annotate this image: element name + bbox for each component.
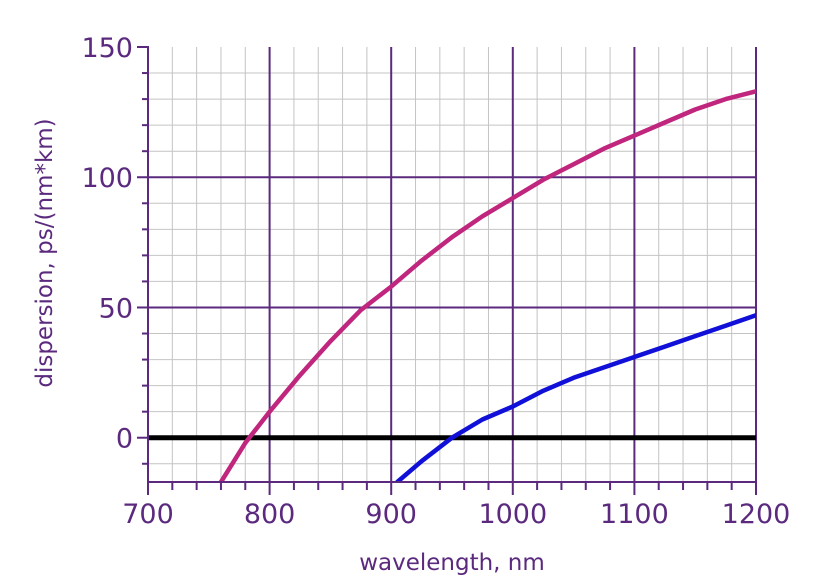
y-tick-label: 50	[99, 293, 133, 324]
x-tick-label: 900	[365, 499, 417, 530]
x-tick-label: 1000	[478, 499, 547, 530]
y-axis-title: dispersion, ps/(nm*km)	[32, 118, 58, 387]
series-line-1	[218, 89, 756, 482]
tick-labels: 700 800 900 1000 1100 1200 0 50 100 150	[81, 33, 790, 530]
x-axis-title: wavelength, nm	[359, 550, 545, 576]
axes	[137, 46, 757, 495]
x-tick-label: 1200	[722, 499, 791, 530]
x-tick-label: 1100	[600, 499, 669, 530]
series-line-2	[395, 313, 756, 482]
y-tick-label: 150	[81, 33, 133, 64]
x-tick-label: 700	[122, 499, 174, 530]
major-grid	[148, 47, 757, 482]
minor-grid	[148, 47, 756, 482]
y-tick-label: 100	[81, 163, 133, 194]
y-tick-label: 0	[116, 424, 133, 455]
series-layer	[218, 89, 756, 482]
x-tick-label: 800	[244, 499, 296, 530]
